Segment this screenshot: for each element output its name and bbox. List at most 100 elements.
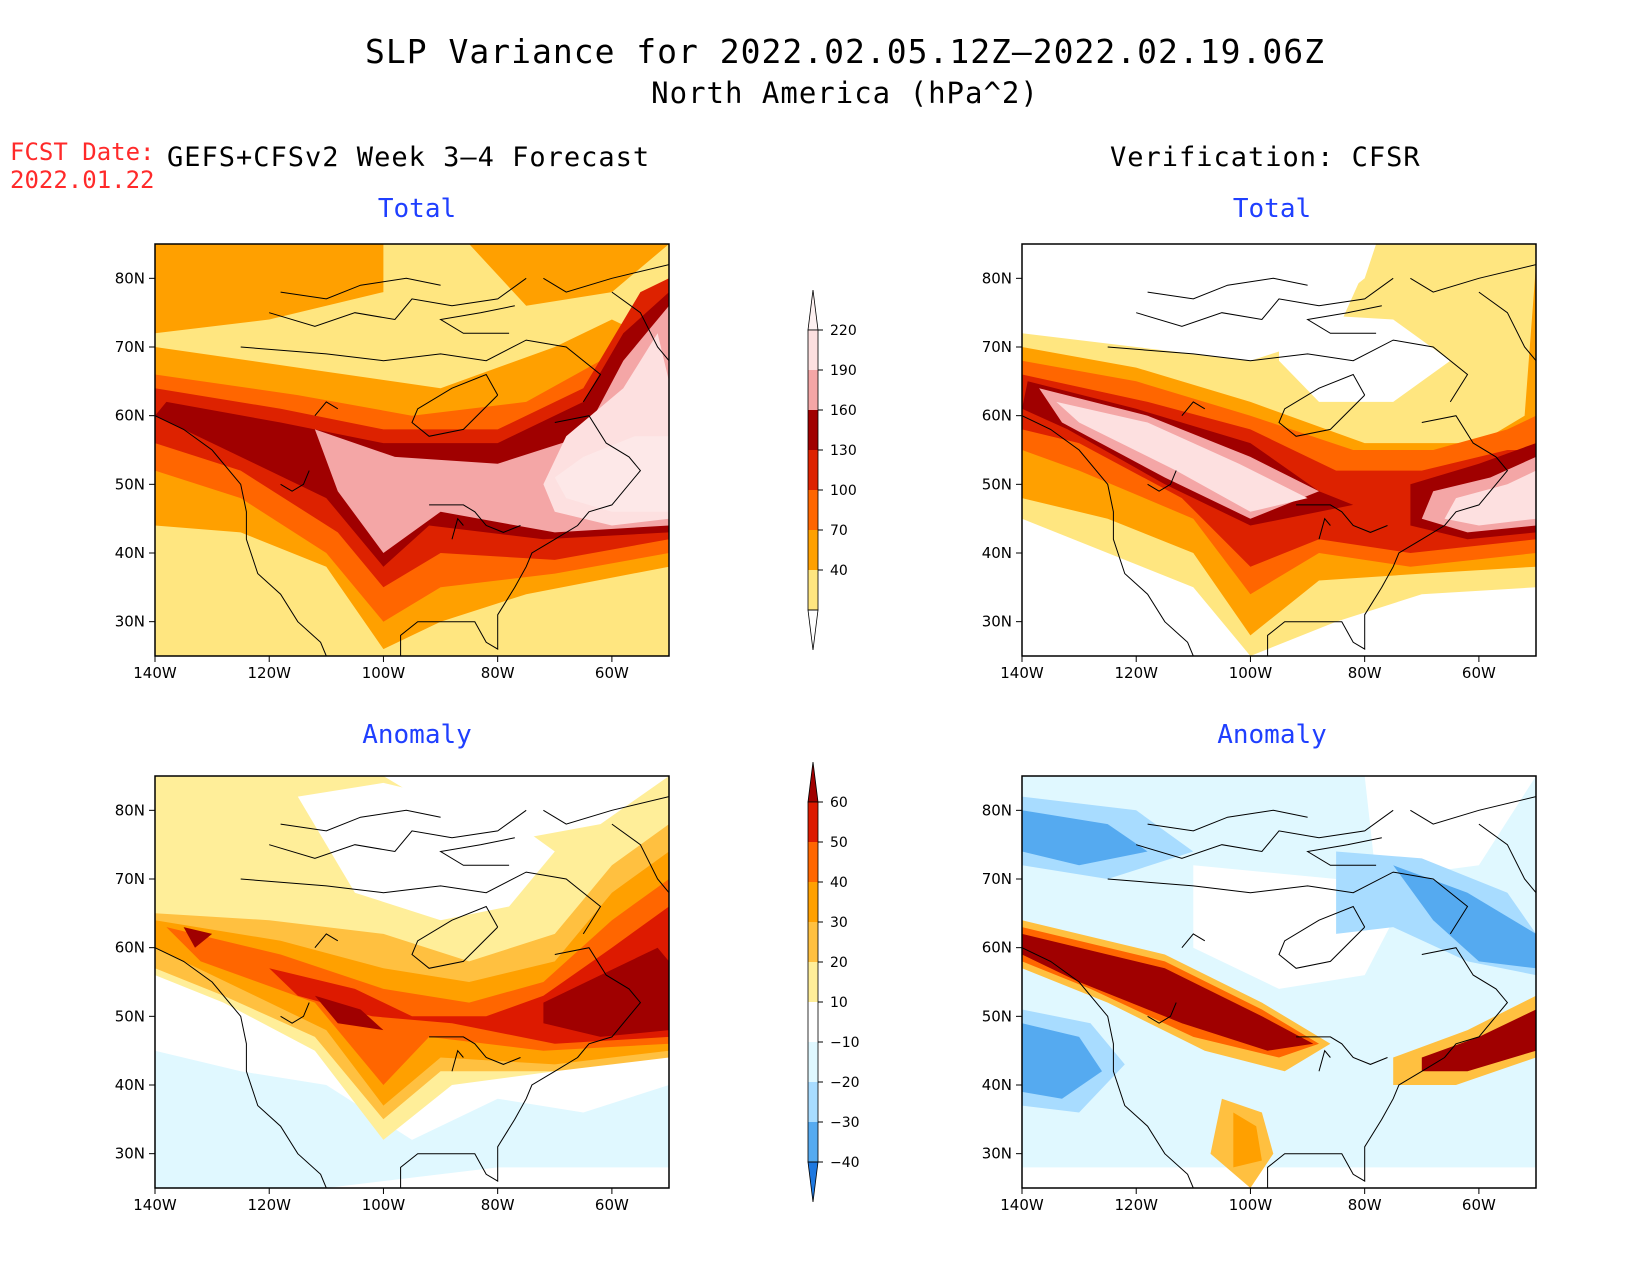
shaded-region-8 bbox=[314, 995, 384, 1031]
colorbar-bottom-triangle bbox=[807, 609, 819, 651]
lon-tick-label: 100W bbox=[1229, 664, 1273, 682]
colorbar-label: −20 bbox=[830, 1075, 860, 1091]
colorbar-label: 100 bbox=[830, 483, 857, 499]
colorbar-anomaly: 60 50 40 30 20 10 −10 −20 −30 −40 bbox=[807, 761, 860, 1203]
lat-tick-label: 30N bbox=[982, 1145, 1012, 1163]
lat-tick-label: 80N bbox=[982, 269, 1012, 287]
shaded-region-4 bbox=[1022, 810, 1148, 866]
figure-title: SLP Variance for 2022.02.05.12Z–2022.02.… bbox=[365, 32, 1325, 71]
colorbar-band bbox=[808, 1002, 818, 1042]
colorbar-label: 40 bbox=[830, 563, 848, 579]
map-frame bbox=[1021, 775, 1537, 1189]
coastline-12 bbox=[314, 401, 339, 417]
coastline-7 bbox=[280, 277, 441, 300]
coastline-2 bbox=[411, 905, 499, 969]
lon-tick-label: 120W bbox=[1114, 664, 1158, 682]
coastline-2 bbox=[411, 373, 499, 437]
panel-title-forecast-anomaly: Anomaly bbox=[362, 720, 472, 750]
shaded-region-1 bbox=[155, 1050, 669, 1188]
colorbar-label: 30 bbox=[830, 915, 848, 931]
coastline-0 bbox=[1022, 415, 1194, 656]
coastline-3 bbox=[240, 871, 602, 935]
colorbar-label: 20 bbox=[830, 955, 848, 971]
map-frame bbox=[1021, 243, 1537, 657]
coastline-9 bbox=[1318, 517, 1331, 540]
lat-tick-label: 50N bbox=[982, 475, 1012, 493]
coastline-1 bbox=[400, 947, 642, 1188]
shaded-region-13 bbox=[1233, 1112, 1262, 1168]
lon-tick-label: 140W bbox=[133, 1196, 177, 1214]
lat-tick-label: 40N bbox=[115, 544, 145, 562]
colorbar-band bbox=[808, 530, 818, 570]
shaded-region-1 bbox=[155, 244, 384, 334]
shaded-region-9 bbox=[554, 436, 669, 512]
colorbar-band bbox=[808, 450, 818, 490]
coastline-5 bbox=[1410, 264, 1536, 293]
coastline-7 bbox=[1147, 277, 1308, 300]
coastline-5 bbox=[1410, 796, 1536, 825]
lat-tick-label: 50N bbox=[115, 475, 145, 493]
coastline-3 bbox=[240, 339, 602, 403]
coastline-10 bbox=[1306, 837, 1382, 866]
lon-tick-label: 140W bbox=[1000, 1196, 1044, 1214]
colorbar-label: 160 bbox=[830, 403, 857, 419]
colorbar-band bbox=[808, 842, 818, 882]
lat-tick-label: 60N bbox=[115, 407, 145, 425]
coastline-5 bbox=[543, 796, 669, 825]
lon-tick-label: 120W bbox=[247, 664, 291, 682]
coastline-4 bbox=[611, 823, 669, 894]
colorbar-label: 60 bbox=[830, 795, 848, 811]
map-frame bbox=[154, 775, 670, 1189]
shaded-region-15 bbox=[1421, 1009, 1536, 1072]
lon-tick-label: 80W bbox=[1348, 1196, 1382, 1214]
lat-tick-label: 40N bbox=[982, 1076, 1012, 1094]
colorbar-band bbox=[808, 570, 818, 610]
colorbar-band bbox=[808, 330, 818, 370]
coastline-0 bbox=[1022, 947, 1194, 1188]
map-panel-forecast-anomaly: 140W 120W 100W 80W 60W 80N 70N 60N 50N 40N 30N bbox=[115, 775, 670, 1214]
coastline-1 bbox=[1267, 415, 1509, 656]
coastline-10 bbox=[439, 305, 515, 334]
shaded-region-3 bbox=[1279, 312, 1451, 402]
lat-tick-label: 60N bbox=[982, 407, 1012, 425]
lon-tick-label: 60W bbox=[595, 664, 629, 682]
lat-tick-label: 80N bbox=[115, 801, 145, 819]
map-panel-verification-total: 140W 120W 100W 80W 60W 80N 70N 60N 50N 40N 30N bbox=[982, 243, 1537, 682]
colorbar-label: −10 bbox=[830, 1035, 860, 1051]
colorbar-band bbox=[808, 490, 818, 530]
colorbar-label: 50 bbox=[830, 835, 848, 851]
lon-tick-label: 120W bbox=[1114, 1196, 1158, 1214]
lat-tick-label: 40N bbox=[115, 1076, 145, 1094]
coastline-2 bbox=[1278, 905, 1366, 969]
lon-tick-label: 60W bbox=[1462, 664, 1496, 682]
coastline-1 bbox=[1267, 947, 1509, 1188]
shaded-region-8 bbox=[1022, 1023, 1102, 1099]
map-panel-verification-anomaly: 140W 120W 100W 80W 60W 80N 70N 60N 50N 40N 30N bbox=[982, 775, 1537, 1214]
colorbar-bottom-triangle bbox=[807, 1161, 819, 1203]
coastline-5 bbox=[543, 264, 669, 293]
colorbar-top-triangle bbox=[807, 761, 819, 803]
forecast-date-value: 2022.01.22 bbox=[10, 166, 155, 194]
colorbar-label: −30 bbox=[830, 1115, 860, 1131]
coastline-0 bbox=[155, 947, 327, 1188]
coastline-8 bbox=[429, 504, 521, 533]
lat-tick-label: 50N bbox=[115, 1007, 145, 1025]
coastline-11 bbox=[1147, 1002, 1177, 1024]
coastline-8 bbox=[1296, 1036, 1388, 1065]
lat-tick-label: 70N bbox=[982, 870, 1012, 888]
colorbar-label: 40 bbox=[830, 875, 848, 891]
verification-heading: Verification: CFSR bbox=[1110, 142, 1421, 173]
lat-tick-label: 30N bbox=[982, 613, 1012, 631]
lat-tick-label: 50N bbox=[982, 1007, 1012, 1025]
coastline-12 bbox=[1181, 401, 1206, 417]
lon-tick-label: 60W bbox=[595, 1196, 629, 1214]
panel-title-verification-anomaly: Anomaly bbox=[1217, 720, 1327, 750]
colorbar-band bbox=[808, 882, 818, 922]
colorbar-band bbox=[808, 922, 818, 962]
colorbar-label: −40 bbox=[830, 1155, 860, 1171]
colorbar-outline bbox=[807, 801, 819, 1163]
coastline-1 bbox=[400, 415, 642, 656]
lat-tick-label: 40N bbox=[982, 544, 1012, 562]
coastline-6 bbox=[269, 809, 527, 859]
colorbar-band bbox=[808, 802, 818, 842]
